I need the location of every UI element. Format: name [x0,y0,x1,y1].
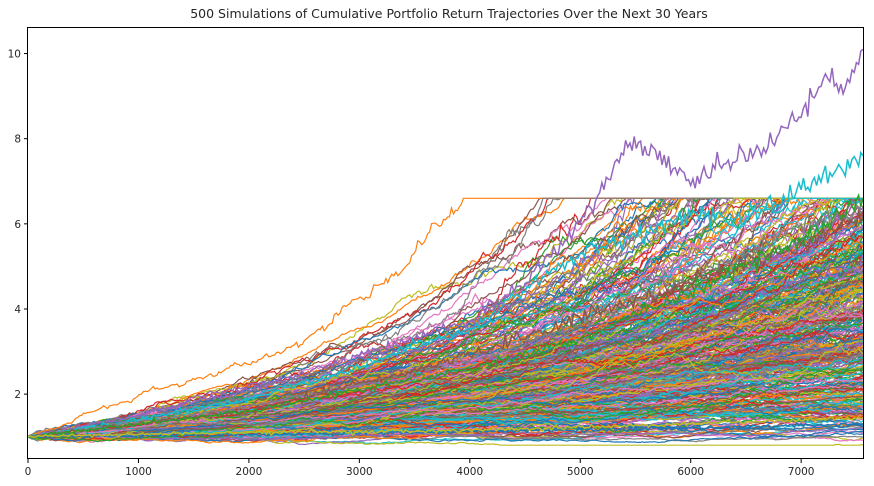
simulation-line [27,401,864,442]
y-tick-label: 2 [14,389,21,401]
highlight-line [27,415,864,439]
highlight-line [27,150,864,439]
x-tick-label: 4000 [456,466,483,478]
x-tick-label: 0 [25,466,32,478]
simulation-line [27,379,864,438]
x-tick-label: 2000 [236,466,263,478]
plot-frame [27,27,864,459]
y-tick-label: 8 [14,134,21,146]
highlight-line [27,203,864,438]
chart-title: 500 Simulations of Cumulative Portfolio … [190,6,708,21]
x-axis: 0 1000 2000 3000 4000 5000 6000 7000 [25,459,815,478]
x-tick-label: 3000 [346,466,373,478]
highlight-line [27,193,864,438]
simulation-line [27,236,864,438]
x-tick-label: 7000 [788,466,815,478]
simulation-line [27,427,864,441]
simulation-line [27,384,864,438]
y-tick-label: 6 [14,219,21,231]
simulation-lines [27,196,864,446]
highlight-line [27,209,864,439]
simulation-line [27,343,864,438]
y-tick-label: 4 [14,304,21,316]
simulation-line [27,197,863,438]
x-tick-label: 5000 [567,466,594,478]
x-tick-label: 6000 [677,466,704,478]
simulation-line [27,279,864,439]
y-tick-label: 10 [8,49,21,61]
x-tick-label: 1000 [125,466,152,478]
simulation-line [27,366,864,443]
highlight-lines [27,48,864,439]
simulation-line [27,303,864,438]
y-axis: 2 4 6 8 10 [8,49,28,401]
highlight-line [27,48,864,439]
